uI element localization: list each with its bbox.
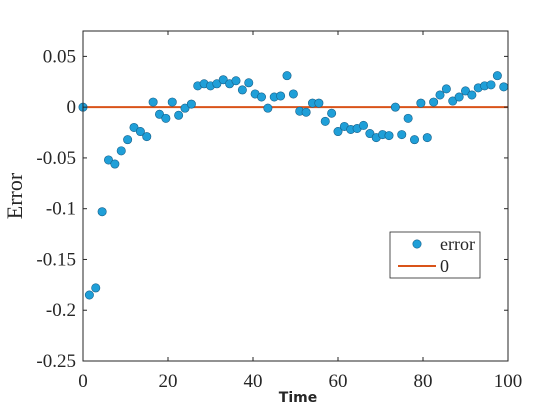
error-point (180, 103, 190, 113)
error-point (454, 92, 464, 102)
error-point (416, 98, 426, 108)
error-point (256, 92, 266, 102)
error-point (333, 127, 343, 137)
y-tick-label: 0 (67, 97, 77, 118)
y-tick-label: -0.25 (36, 351, 76, 372)
error-point (365, 129, 375, 139)
error-point (91, 283, 101, 293)
error-point (422, 133, 432, 143)
error-point (104, 155, 114, 165)
y-tick-label: 0.05 (43, 46, 76, 67)
error-point (448, 96, 458, 106)
error-point (161, 113, 171, 123)
error-point (174, 110, 184, 120)
error-point (327, 108, 337, 118)
error-point (467, 90, 477, 100)
x-tick-label: 40 (244, 371, 263, 392)
y-tick-label: -0.05 (36, 148, 76, 169)
x-tick-label: 100 (494, 371, 523, 392)
error-point (403, 113, 413, 123)
y-axis-label: Error (2, 172, 27, 219)
error-point (320, 116, 330, 126)
data-layer (78, 71, 509, 300)
error-point (155, 109, 165, 119)
error-point (84, 290, 94, 300)
axis-ticks: 0 20 40 60 80 100 0.05 0 -0.05 -0.1 -0.15 -0.2 -0.25 (36, 31, 522, 392)
error-point (237, 85, 247, 95)
legend-zero-label: 0 (440, 256, 449, 276)
error-point (148, 97, 158, 107)
legend-box (389, 231, 481, 279)
error-point (218, 75, 228, 85)
error-point (499, 82, 509, 92)
x-tick-label: 80 (414, 371, 433, 392)
x-tick-label: 0 (78, 371, 88, 392)
y-tick-label: -0.2 (46, 300, 76, 321)
error-point (492, 71, 502, 81)
error-point (282, 71, 292, 81)
legend: error 0 (389, 231, 481, 279)
error-point (358, 120, 368, 130)
x-tick-label: 20 (159, 371, 178, 392)
error-point (384, 131, 394, 141)
error-point (314, 98, 324, 108)
error-point (263, 103, 273, 113)
error-point (441, 84, 451, 94)
error-point (429, 97, 439, 107)
x-axis-label: Time (279, 390, 317, 406)
error-point (167, 97, 177, 107)
error-point (301, 107, 311, 117)
legend-error-marker (412, 239, 422, 249)
error-point (231, 76, 241, 86)
y-tick-label: -0.15 (36, 249, 76, 270)
x-tick-label: 60 (329, 371, 348, 392)
error-point (435, 90, 445, 100)
error-point (460, 86, 470, 96)
error-point (390, 102, 400, 112)
legend-error-label: error (440, 234, 475, 254)
error-point (276, 91, 286, 101)
error-point (142, 132, 152, 142)
error-point (97, 207, 107, 217)
error-point (244, 78, 254, 88)
error-point (135, 127, 145, 137)
error-point (397, 130, 407, 140)
error-point (212, 79, 222, 89)
error-point (110, 159, 120, 169)
error-point (186, 99, 196, 109)
error-point (123, 135, 133, 145)
error-point (116, 146, 126, 156)
plot-area (83, 31, 508, 361)
plot-frame (82, 30, 509, 362)
error-point (129, 122, 139, 132)
y-tick-label: -0.1 (46, 199, 76, 220)
error-point (409, 135, 419, 145)
error-point (288, 89, 298, 99)
error-point (486, 80, 496, 90)
